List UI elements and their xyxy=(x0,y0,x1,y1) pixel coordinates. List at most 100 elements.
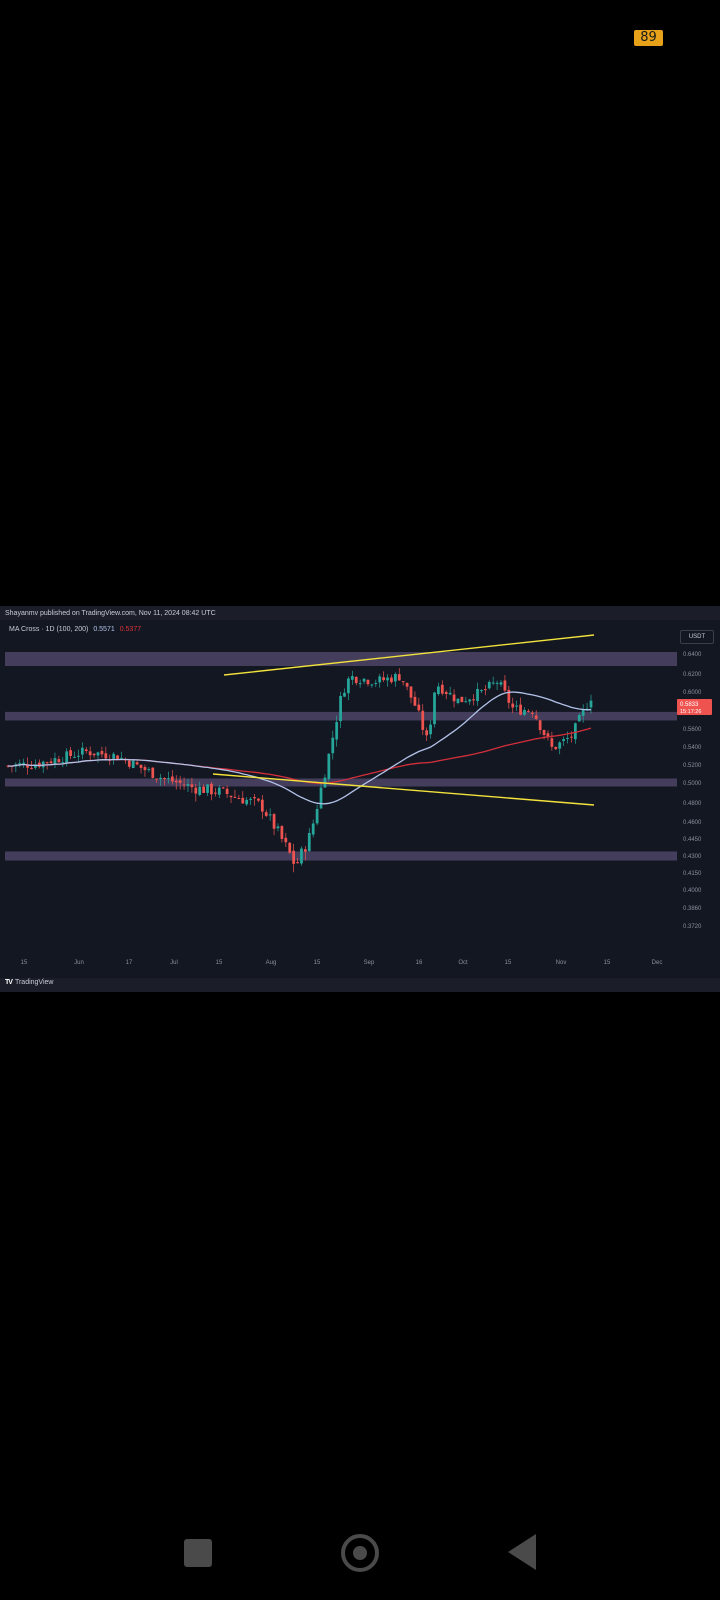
candle-body xyxy=(503,680,507,691)
candle-body xyxy=(241,797,245,804)
candle-body xyxy=(159,777,162,780)
candle-body xyxy=(120,757,123,759)
x-tick-label: 17 xyxy=(126,960,133,966)
candle-body xyxy=(116,755,119,760)
candle-body xyxy=(307,833,311,852)
candle-body xyxy=(480,690,483,692)
back-button[interactable] xyxy=(508,1534,536,1570)
candle-body xyxy=(429,724,432,735)
support-resistance-zone xyxy=(5,652,677,666)
candle-body xyxy=(53,758,57,764)
candle-body xyxy=(405,682,409,687)
ma200-value: 0.5377 xyxy=(119,626,142,633)
candle-body xyxy=(397,674,401,681)
candle-body xyxy=(577,714,581,722)
candle-body xyxy=(343,692,346,697)
candle-body xyxy=(104,753,108,759)
candle-body xyxy=(206,784,209,793)
x-tick-label: Sep xyxy=(364,960,375,966)
candle-body xyxy=(214,792,217,794)
candle-body xyxy=(186,784,190,786)
candle-body xyxy=(127,760,131,767)
candle-body xyxy=(80,747,84,755)
candle-body xyxy=(507,689,511,703)
candle-body xyxy=(315,808,319,824)
candle-body xyxy=(491,682,495,684)
candle-body xyxy=(288,842,292,853)
candle-body xyxy=(499,682,503,685)
chart-pane: 0.64000.62000.60000.58000.56000.54000.52… xyxy=(0,620,720,978)
candle-body xyxy=(163,778,166,780)
y-tick-label: 0.4600 xyxy=(683,820,702,826)
candle-body xyxy=(401,681,405,683)
candle-body xyxy=(229,795,233,798)
candle-body xyxy=(566,738,569,740)
y-tick-label: 0.6200 xyxy=(683,672,702,678)
candle-body xyxy=(233,796,237,798)
candle-body xyxy=(194,787,198,794)
y-tick-label: 0.4150 xyxy=(683,871,702,877)
y-tick-label: 0.3860 xyxy=(683,906,702,912)
tradingview-logo-icon: TV xyxy=(5,979,13,986)
x-tick-label: 16 xyxy=(416,960,423,966)
candle-body xyxy=(311,823,315,835)
candle-body xyxy=(182,784,186,786)
candle-body xyxy=(92,753,96,756)
y-tick-label: 0.4800 xyxy=(683,801,702,807)
candle-body xyxy=(100,751,104,755)
candle-body xyxy=(73,756,76,758)
candle-body xyxy=(511,703,515,708)
home-button[interactable] xyxy=(341,1534,379,1572)
candle-body xyxy=(303,849,307,852)
candle-body xyxy=(147,769,151,771)
candle-body xyxy=(260,799,264,812)
candle-body xyxy=(225,788,229,794)
ma200-line xyxy=(7,727,592,784)
candle-body xyxy=(131,760,135,769)
y-tick-label: 0.5000 xyxy=(683,781,702,787)
candle-body xyxy=(61,762,65,764)
candle-body xyxy=(570,736,573,738)
candle-body xyxy=(558,742,562,749)
x-tick-label: Oct xyxy=(458,960,468,966)
candle-body xyxy=(37,762,41,767)
candle-body xyxy=(112,753,116,759)
candle-body xyxy=(483,689,487,691)
candle-body xyxy=(170,776,174,782)
candle-body xyxy=(542,730,546,735)
candle-body xyxy=(573,723,577,740)
x-tick-label: Dec xyxy=(652,960,663,966)
candle-body xyxy=(370,684,374,686)
candle-body xyxy=(495,682,499,684)
candle-body xyxy=(538,720,542,731)
candle-body xyxy=(390,677,393,683)
candle-body xyxy=(487,682,491,689)
y-tick-label: 0.4300 xyxy=(683,854,702,860)
candle-body xyxy=(472,699,475,701)
candle-body xyxy=(550,738,554,747)
candle-body xyxy=(139,764,143,768)
lower-trendline xyxy=(212,773,595,806)
x-tick-label: 15 xyxy=(604,960,611,966)
candle-body xyxy=(417,704,421,711)
battery-indicator: 89 xyxy=(634,30,663,46)
candle-body xyxy=(354,676,358,683)
candle-body xyxy=(464,701,468,703)
candle-body xyxy=(393,673,397,682)
candle-body xyxy=(519,704,522,715)
candle-body xyxy=(386,677,389,681)
indicator-legend: MA Cross · 1D (100, 200) 0.5571 0.5377 xyxy=(9,626,141,633)
candle-body xyxy=(444,691,448,695)
candle-body xyxy=(562,739,565,742)
android-nav-bar xyxy=(0,1510,720,1590)
recents-button[interactable] xyxy=(184,1539,212,1567)
candle-body xyxy=(448,692,452,695)
candle-body xyxy=(378,676,382,683)
candle-body xyxy=(374,682,378,684)
upper-trendline xyxy=(223,634,595,676)
candle-body xyxy=(335,722,339,740)
price-tag xyxy=(677,699,712,716)
candle-body xyxy=(84,749,88,751)
candle-body xyxy=(523,709,526,715)
candle-body xyxy=(257,798,260,801)
